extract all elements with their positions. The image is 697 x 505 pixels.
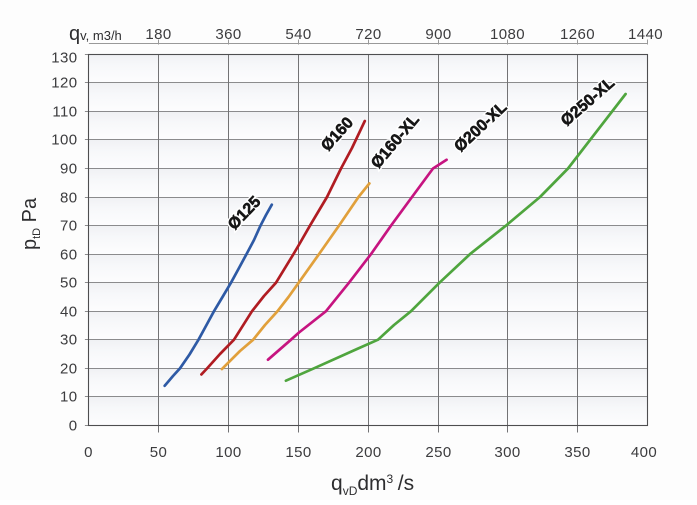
svg-text:100: 100 [215, 444, 241, 461]
svg-text:0: 0 [84, 444, 93, 461]
svg-text:qvDdm3/s: qvDdm3/s [331, 472, 414, 498]
svg-text:10: 10 [60, 389, 78, 406]
svg-text:1080: 1080 [490, 26, 525, 43]
svg-text:90: 90 [60, 161, 78, 178]
svg-text:120: 120 [51, 75, 77, 92]
svg-text:200: 200 [355, 444, 381, 461]
svg-text:250: 250 [425, 444, 451, 461]
svg-text:180: 180 [145, 26, 171, 43]
svg-text:720: 720 [355, 26, 381, 43]
svg-text:80: 80 [60, 190, 78, 207]
svg-text:540: 540 [285, 26, 311, 43]
svg-text:0: 0 [69, 418, 78, 435]
svg-text:130: 130 [51, 50, 77, 67]
svg-text:900: 900 [425, 26, 451, 43]
svg-text:150: 150 [285, 444, 311, 461]
svg-text:50: 50 [150, 444, 168, 461]
svg-text:50: 50 [60, 275, 78, 292]
svg-text:100: 100 [51, 132, 77, 149]
svg-text:70: 70 [60, 218, 78, 235]
svg-text:300: 300 [494, 444, 520, 461]
svg-text:40: 40 [60, 304, 78, 321]
svg-text:qv, m3/h: qv, m3/h [69, 23, 122, 45]
svg-text:20: 20 [60, 361, 78, 378]
svg-text:30: 30 [60, 332, 78, 349]
svg-text:360: 360 [215, 26, 241, 43]
svg-text:1440: 1440 [628, 26, 663, 43]
svg-text:350: 350 [564, 444, 590, 461]
svg-text:400: 400 [631, 444, 657, 461]
svg-text:1260: 1260 [560, 26, 595, 43]
svg-text:60: 60 [60, 247, 78, 264]
svg-text:110: 110 [52, 104, 77, 121]
svg-text:ptD Pa: ptD Pa [19, 197, 43, 250]
